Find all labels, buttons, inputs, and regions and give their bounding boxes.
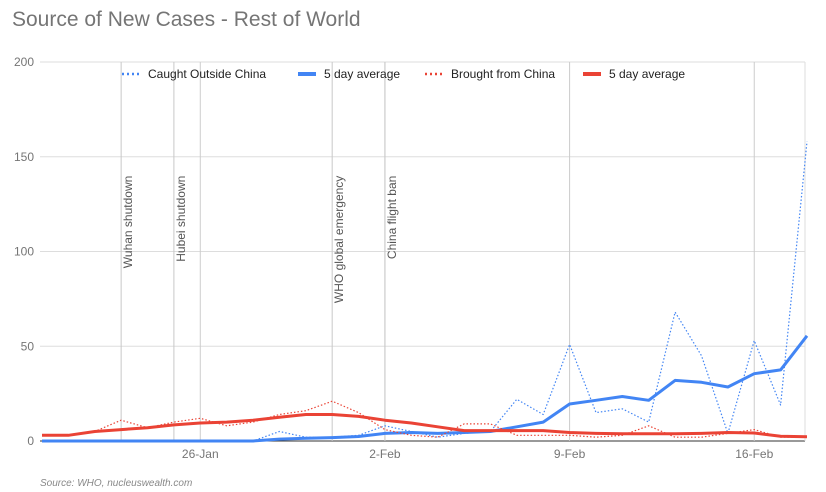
grid (40, 61, 806, 442)
x-tick-label: 26-Jan (182, 447, 219, 461)
event-label: Wuhan shutdown (121, 176, 135, 269)
x-axis: 26-Jan 2-Feb 9-Feb 16-Feb (182, 447, 774, 461)
y-axis: 0 50 100 150 200 (14, 55, 34, 448)
x-tick-label: 2-Feb (369, 447, 401, 461)
event-label: WHO global emergency (332, 176, 346, 303)
event-label: Hubei shutdown (174, 176, 188, 262)
y-tick-label: 200 (14, 55, 34, 69)
series-line (42, 141, 808, 442)
legend-label: 5 day average (324, 67, 400, 81)
x-tick-label: 16-Feb (735, 447, 773, 461)
series-line (42, 334, 809, 443)
y-tick-label: 150 (14, 150, 34, 164)
series-line (42, 413, 808, 439)
legend: Caught Outside China 5 day average Brought… (122, 67, 685, 81)
legend-label: 5 day average (609, 67, 685, 81)
y-tick-label: 0 (27, 434, 34, 448)
legend-label: Caught Outside China (148, 67, 266, 81)
event-label: China flight ban (385, 176, 399, 259)
legend-label: Brought from China (451, 67, 555, 81)
series-lines (42, 141, 809, 443)
series-line (42, 400, 807, 438)
chart-title: Source of New Cases - Rest of World (12, 8, 361, 31)
x-tick-label: 9-Feb (554, 447, 586, 461)
y-tick-label: 100 (14, 245, 34, 259)
source-note: Source: WHO, nucleuswealth.com (40, 478, 193, 489)
y-tick-label: 50 (21, 339, 35, 353)
event-markers: Wuhan shutdown Hubei shutdown WHO global e… (120, 62, 399, 441)
